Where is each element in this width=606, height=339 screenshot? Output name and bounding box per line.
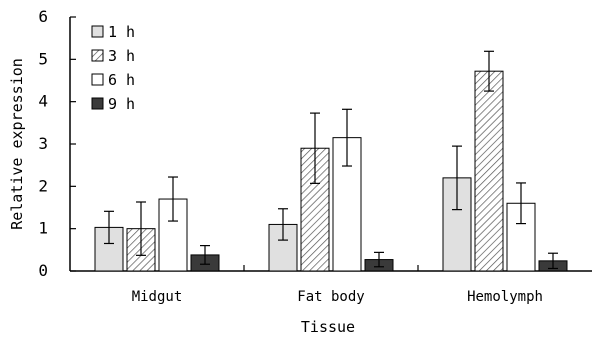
legend: 1 h 3 h 6 h 9 h bbox=[91, 23, 135, 113]
y-tick-label: 6 bbox=[38, 7, 48, 26]
error-bars bbox=[104, 50, 558, 270]
legend-label: 3 h bbox=[108, 47, 135, 65]
y-tick-label: 1 bbox=[38, 219, 48, 238]
y-tick-label: 2 bbox=[38, 176, 48, 195]
x-tick-label: Fat body bbox=[297, 289, 364, 305]
x-axis-title: Tissue bbox=[301, 318, 355, 336]
bar bbox=[442, 177, 472, 272]
y-tick-label: 5 bbox=[38, 49, 48, 68]
legend-label: 6 h bbox=[108, 71, 135, 89]
legend-swatch bbox=[91, 25, 104, 38]
y-tick-label: 4 bbox=[38, 92, 48, 111]
axes: 0 1 2 3 4 5 6 Midgut Fat body Hemolymph bbox=[38, 7, 592, 305]
bars bbox=[94, 70, 568, 272]
legend-label: 9 h bbox=[108, 95, 135, 113]
x-tick-label: Hemolymph bbox=[467, 289, 543, 305]
legend-swatch bbox=[91, 97, 104, 110]
legend-swatch bbox=[91, 49, 104, 62]
y-axis-title: Relative expression bbox=[8, 58, 26, 230]
x-tick-label: Midgut bbox=[132, 289, 183, 305]
bar bbox=[474, 70, 504, 272]
y-tick-label: 3 bbox=[38, 134, 48, 153]
legend-label: 1 h bbox=[108, 23, 135, 41]
legend-swatch bbox=[91, 73, 104, 86]
y-tick-label: 0 bbox=[38, 261, 48, 280]
